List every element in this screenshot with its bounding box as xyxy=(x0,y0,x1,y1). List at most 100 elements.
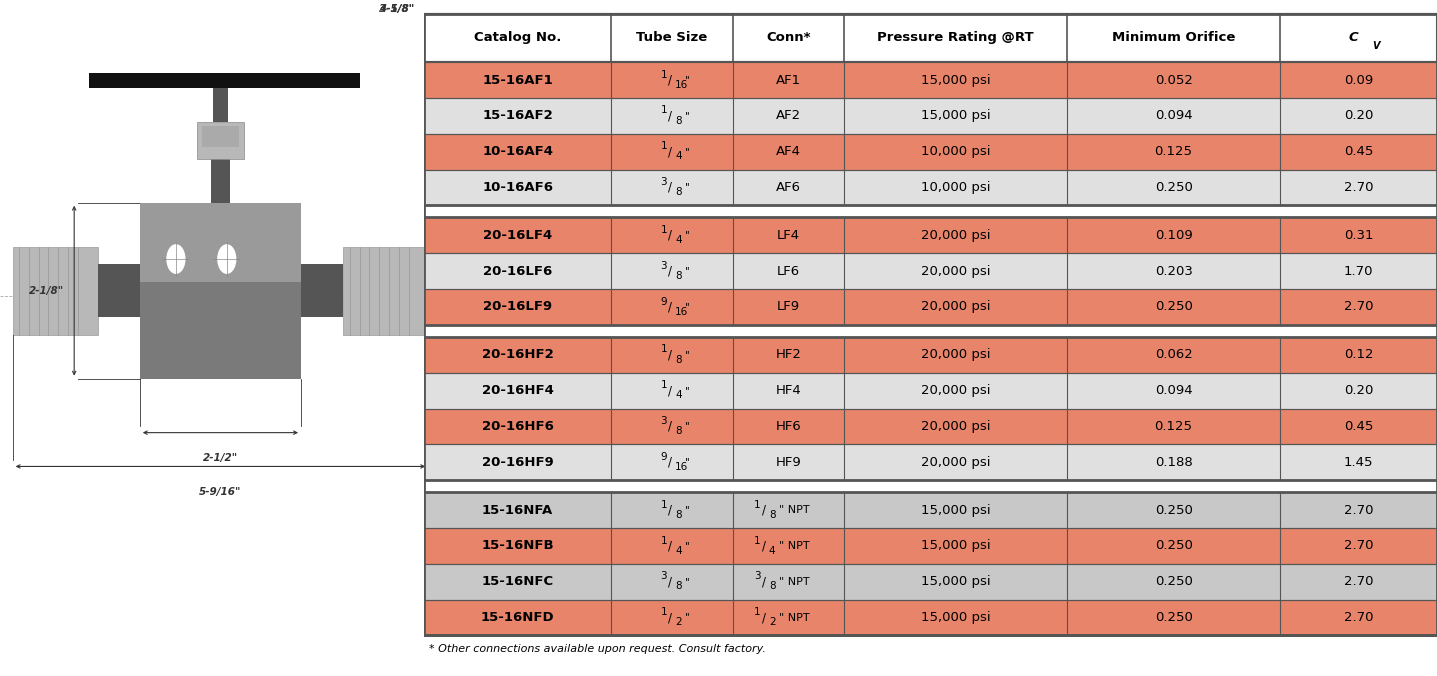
Text: 3-5/8": 3-5/8" xyxy=(379,3,414,14)
Bar xyxy=(424,98,1437,134)
Text: 4: 4 xyxy=(675,391,681,400)
Bar xyxy=(300,264,343,317)
Text: 8: 8 xyxy=(769,510,776,520)
Text: 3: 3 xyxy=(754,571,760,581)
Text: /: / xyxy=(668,611,673,624)
Text: 20,000 psi: 20,000 psi xyxy=(921,384,990,397)
Text: Minimum Orifice: Minimum Orifice xyxy=(1112,31,1236,45)
Text: 1: 1 xyxy=(661,607,667,617)
Text: 2.70: 2.70 xyxy=(1344,504,1374,516)
Text: /: / xyxy=(762,539,766,552)
Text: V: V xyxy=(1372,41,1380,51)
Text: /: / xyxy=(668,265,673,278)
Text: 4: 4 xyxy=(675,151,681,162)
Text: 1: 1 xyxy=(661,345,667,354)
Text: 2-1/8": 2-1/8" xyxy=(29,286,63,295)
Text: Catalog No.: Catalog No. xyxy=(474,31,562,45)
Text: * Other connections available upon request. Consult factory.: * Other connections available upon reque… xyxy=(430,644,766,654)
Text: 4: 4 xyxy=(675,235,681,245)
Bar xyxy=(424,289,1437,325)
Text: 20,000 psi: 20,000 psi xyxy=(921,300,990,314)
Bar xyxy=(213,73,228,93)
Text: 1: 1 xyxy=(754,607,760,617)
Text: /: / xyxy=(762,611,766,624)
Text: 4-1/8": 4-1/8" xyxy=(379,3,414,14)
Text: AF4: AF4 xyxy=(776,145,800,158)
Text: AF2: AF2 xyxy=(776,110,802,122)
Text: /: / xyxy=(668,110,673,122)
Bar xyxy=(424,408,1437,444)
Text: 20-16HF9: 20-16HF9 xyxy=(481,456,553,468)
Text: 8: 8 xyxy=(675,271,681,281)
Text: /: / xyxy=(668,539,673,552)
Text: " NPT: " NPT xyxy=(779,612,809,623)
Text: HF6: HF6 xyxy=(776,420,802,433)
Text: /: / xyxy=(668,456,673,468)
Text: 0.250: 0.250 xyxy=(1155,181,1193,194)
Bar xyxy=(424,170,1437,206)
Text: ": " xyxy=(685,505,690,515)
Text: /: / xyxy=(762,504,766,516)
Bar xyxy=(424,564,1437,600)
Text: AF1: AF1 xyxy=(776,74,802,87)
Text: 15-16AF2: 15-16AF2 xyxy=(483,110,553,122)
Text: 15-16NFB: 15-16NFB xyxy=(481,539,553,552)
Text: 15,000 psi: 15,000 psi xyxy=(921,110,990,122)
Text: 1: 1 xyxy=(661,500,667,510)
Text: ": " xyxy=(685,231,690,241)
Text: 3: 3 xyxy=(661,571,667,581)
Text: /: / xyxy=(668,300,673,314)
Text: 1: 1 xyxy=(754,535,760,546)
Text: 8: 8 xyxy=(675,510,681,520)
Text: 20,000 psi: 20,000 psi xyxy=(921,348,990,362)
Text: ": " xyxy=(685,302,690,312)
Text: /: / xyxy=(668,504,673,516)
Bar xyxy=(424,528,1437,564)
Bar xyxy=(424,206,1437,218)
Text: 0.250: 0.250 xyxy=(1155,575,1193,588)
Text: 8: 8 xyxy=(675,187,681,197)
Text: 15,000 psi: 15,000 psi xyxy=(921,575,990,588)
Text: 0.09: 0.09 xyxy=(1344,74,1374,87)
Text: 1: 1 xyxy=(661,105,667,116)
Bar xyxy=(139,203,300,282)
Bar xyxy=(203,126,239,147)
Bar xyxy=(424,14,1437,62)
Text: 0.203: 0.203 xyxy=(1155,265,1193,278)
Text: 20-16LF4: 20-16LF4 xyxy=(483,229,552,242)
Text: 0.250: 0.250 xyxy=(1155,300,1193,314)
Text: 2: 2 xyxy=(675,617,681,627)
Text: 0.20: 0.20 xyxy=(1344,384,1374,397)
Text: 20,000 psi: 20,000 psi xyxy=(921,420,990,433)
Text: 0.188: 0.188 xyxy=(1155,456,1193,468)
Text: /: / xyxy=(762,575,766,588)
Text: Pressure Rating @RT: Pressure Rating @RT xyxy=(878,31,1035,45)
Text: 3: 3 xyxy=(661,177,667,187)
Text: 0.12: 0.12 xyxy=(1344,348,1374,362)
Text: Tube Size: Tube Size xyxy=(637,31,708,45)
Text: 1.45: 1.45 xyxy=(1344,456,1374,468)
Text: 9: 9 xyxy=(661,297,667,306)
Text: HF9: HF9 xyxy=(776,456,802,468)
Text: 0.250: 0.250 xyxy=(1155,539,1193,552)
Text: 20,000 psi: 20,000 psi xyxy=(921,265,990,278)
Bar xyxy=(139,203,300,379)
Text: 15-16NFA: 15-16NFA xyxy=(481,504,553,516)
Text: 15,000 psi: 15,000 psi xyxy=(921,74,990,87)
Text: 20-16HF2: 20-16HF2 xyxy=(481,348,553,362)
Text: 10-16AF4: 10-16AF4 xyxy=(483,145,553,158)
Bar xyxy=(424,492,1437,528)
Text: 2.70: 2.70 xyxy=(1344,611,1374,624)
Text: LF6: LF6 xyxy=(777,265,800,278)
Text: /: / xyxy=(668,348,673,362)
Text: 2.70: 2.70 xyxy=(1344,300,1374,314)
Text: 8: 8 xyxy=(675,116,681,126)
Bar xyxy=(424,62,1437,98)
Text: 0.45: 0.45 xyxy=(1344,145,1374,158)
Text: 3: 3 xyxy=(661,261,667,271)
Text: ": " xyxy=(685,421,690,431)
Text: 0.250: 0.250 xyxy=(1155,504,1193,516)
Bar xyxy=(343,247,428,335)
Text: ": " xyxy=(685,147,690,157)
Text: ": " xyxy=(685,266,690,276)
